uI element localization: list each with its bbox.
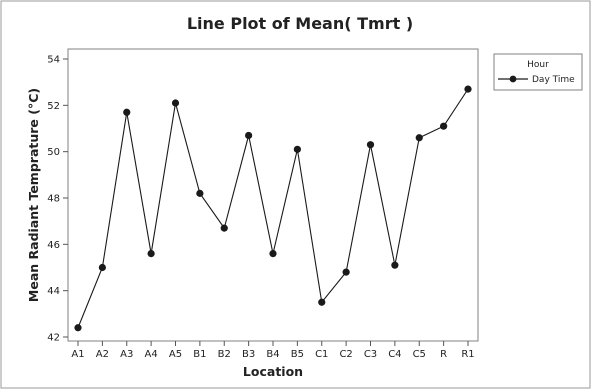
x-axis: A1 A2 A3 A4 A5 B1 B2 B3 B4 B5 C1 C2 C3 C4 C5 R R1 <box>71 341 475 360</box>
y-tick-label: 52 <box>47 101 60 112</box>
chart-title: Line Plot of Mean( Tmrt ) <box>187 14 413 33</box>
x-tick-label: C5 <box>413 349 426 360</box>
data-point-b1 <box>196 189 204 197</box>
x-tick-label: B4 <box>266 349 279 360</box>
legend-title: Hour <box>527 60 549 70</box>
x-tick-label: C3 <box>364 349 377 360</box>
data-point-b4 <box>269 250 277 258</box>
x-tick-label: B1 <box>193 349 206 360</box>
data-point-c4 <box>391 261 399 269</box>
y-tick-label: 50 <box>47 147 60 158</box>
x-tick-label: R <box>440 349 447 360</box>
legend-marker-swatch <box>509 75 517 83</box>
x-axis-label: Location <box>243 364 303 379</box>
data-point-b5 <box>293 145 301 153</box>
y-tick-label: 46 <box>47 240 60 251</box>
data-point-c3 <box>366 141 375 149</box>
x-tick-label: B5 <box>291 349 304 360</box>
y-axis: 42 44 46 48 50 52 54 <box>47 55 68 344</box>
x-tick-label: A3 <box>120 349 133 360</box>
y-tick-label: 42 <box>47 333 60 344</box>
x-tick-label: C1 <box>315 349 328 360</box>
x-tick-label: R1 <box>461 349 474 360</box>
data-point-b3 <box>245 131 253 140</box>
data-point-r1 <box>464 85 472 93</box>
series-day-time <box>74 85 472 332</box>
data-point-c2 <box>342 268 350 276</box>
data-point-c1 <box>318 298 326 306</box>
data-point-a3 <box>123 108 131 116</box>
x-tick-label: A1 <box>71 349 84 360</box>
y-tick-label: 48 <box>47 194 60 205</box>
data-point-c5 <box>415 134 423 142</box>
data-point-a2 <box>98 263 106 272</box>
y-tick-label: 54 <box>47 55 60 66</box>
y-tick-label: 44 <box>47 286 60 297</box>
x-tick-label: B3 <box>242 349 255 360</box>
legend-box <box>493 53 583 91</box>
data-point-a4 <box>147 250 155 258</box>
plot-area <box>67 48 479 342</box>
legend-series-label: Day Time <box>532 75 575 85</box>
x-tick-label: A5 <box>169 349 182 360</box>
data-point-a5 <box>171 99 180 107</box>
y-axis-label: Mean Radiant Temprature (°C) <box>26 88 41 302</box>
x-tick-label: C2 <box>339 349 352 360</box>
legend: Hour Day Time <box>493 53 583 91</box>
x-tick-label: C4 <box>388 349 401 360</box>
data-point-r <box>440 122 448 130</box>
x-tick-label: A4 <box>145 349 158 360</box>
data-point-a1 <box>74 324 82 332</box>
data-point-b2 <box>220 224 228 232</box>
x-tick-label: A2 <box>96 349 109 360</box>
x-tick-label: B2 <box>218 349 231 360</box>
